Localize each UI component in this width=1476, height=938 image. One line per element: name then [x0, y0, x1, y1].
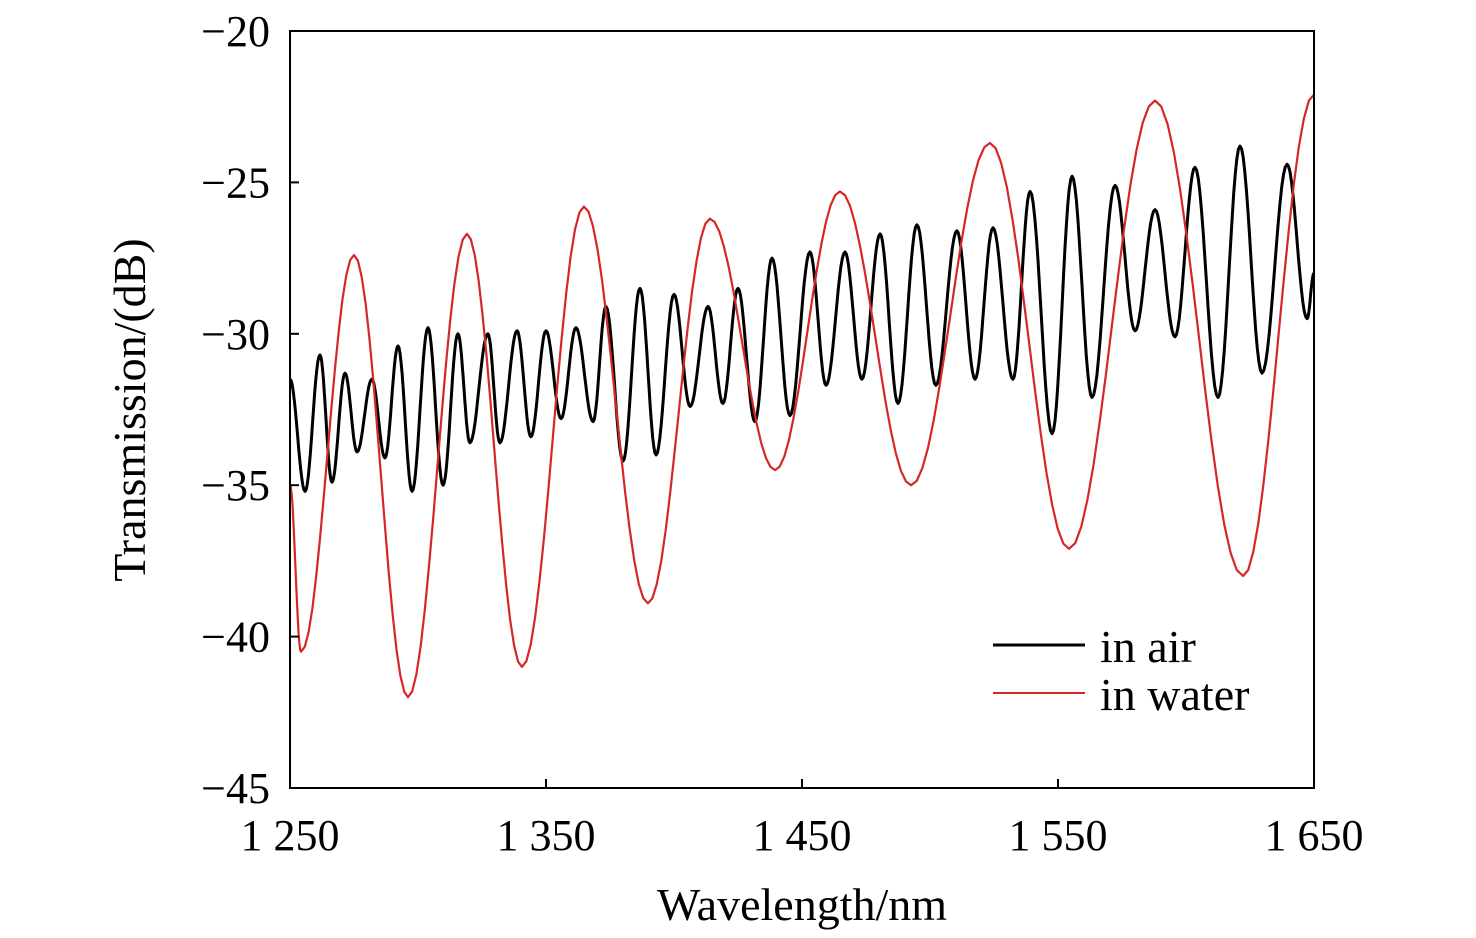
legend: in air in water — [993, 621, 1249, 720]
legend-label-in-water: in water — [1100, 669, 1249, 720]
y-tick-label: −25 — [201, 158, 270, 207]
series-line-in-air — [288, 144, 1316, 493]
y-tick-label: −35 — [201, 461, 270, 510]
y-tick-label: −40 — [201, 613, 270, 662]
legend-label-in-air: in air — [1100, 621, 1196, 672]
x-tick-label: 1 250 — [241, 811, 340, 860]
y-tick-label: −20 — [201, 7, 270, 56]
y-tick-label: −30 — [201, 310, 270, 359]
x-tick-label: 1 350 — [497, 811, 596, 860]
x-axis-label: Wavelength/nm — [657, 879, 947, 930]
y-axis-label: Transmission/(dB) — [104, 238, 155, 581]
ticks-layer: 1 250 1 350 1 450 1 550 1 650 −20 −25 −30 −35 −40… — [201, 7, 1363, 860]
x-tick-label: 1 650 — [1265, 811, 1364, 860]
x-tick-label: 1 450 — [753, 811, 852, 860]
series-layer — [288, 93, 1316, 699]
x-tick-label: 1 550 — [1009, 811, 1108, 860]
series-line-in-water — [288, 93, 1315, 699]
y-tick-label: −45 — [201, 764, 270, 813]
